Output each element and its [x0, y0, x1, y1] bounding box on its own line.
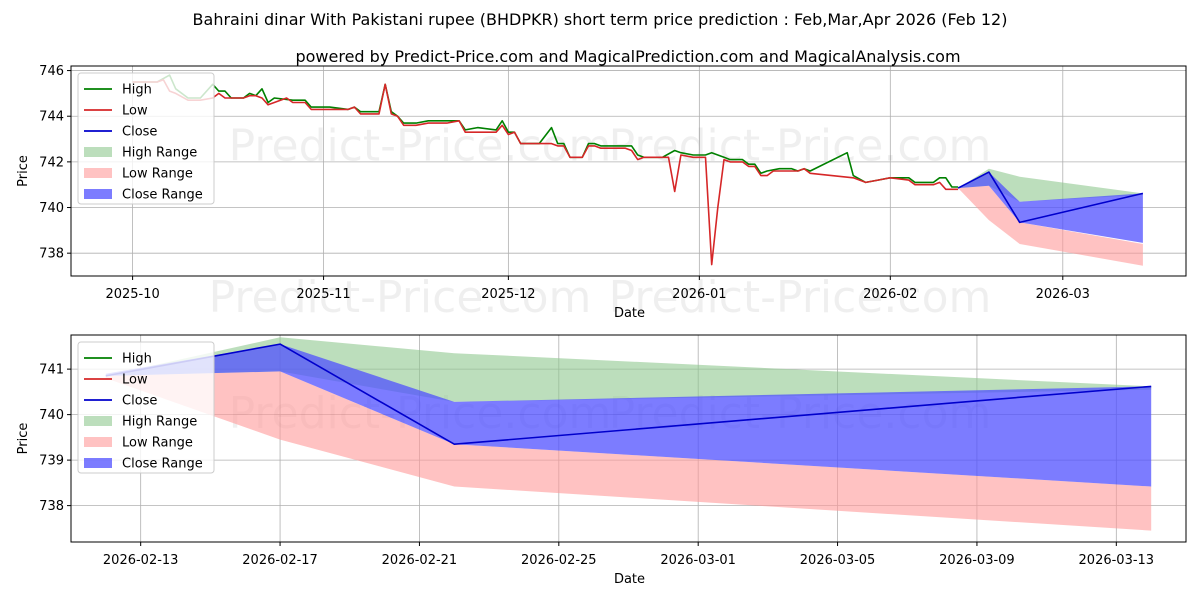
x-tick-label: 2026-02-25: [521, 553, 597, 568]
legend-label: Low Range: [122, 167, 193, 182]
x-tick-label: 2026-02: [863, 287, 917, 302]
top-low-range-band: [958, 185, 1143, 266]
y-tick-label: 740: [39, 201, 64, 216]
x-axis-label: Date: [614, 306, 645, 321]
bottom-legend: High Low Close High Range Low Range Close Ran…: [77, 341, 215, 474]
y-tick-label: 740: [39, 408, 64, 423]
x-tick-label: 2025-12: [481, 287, 535, 302]
legend-label: High: [122, 352, 152, 367]
legend-high-range-swatch: [84, 416, 112, 426]
chart-subtitle: powered by Predict-Price.com and Magical…: [295, 47, 960, 66]
top-chart-panel: Predict-Price.comPredict-Price.comPredic…: [16, 64, 1187, 323]
legend-high-range-swatch: [84, 147, 112, 157]
watermark-text: Predict-Price.com: [209, 272, 592, 323]
legend-label: Close: [122, 125, 157, 140]
legend-low-range-swatch: [84, 437, 112, 447]
top-low-line: [132, 78, 959, 266]
top-plot-area: [71, 66, 1186, 276]
x-tick-label: 2026-03: [1036, 287, 1090, 302]
legend-close-range-swatch: [84, 458, 112, 468]
legend-label: Low: [122, 373, 148, 388]
bottom-chart-panel: Predict-Price.comPredict-Price.com738739…: [16, 334, 1187, 587]
legend-label: Close Range: [122, 457, 203, 472]
x-tick-label: 2026-02-21: [382, 553, 458, 568]
legend-label: Low Range: [122, 436, 193, 451]
legend-close-range-swatch: [84, 189, 112, 199]
x-tick-label: 2026-03-05: [800, 553, 876, 568]
legend-label: Close Range: [122, 188, 203, 203]
y-tick-label: 739: [39, 454, 64, 469]
watermark-text: Predict-Price.com: [609, 121, 992, 172]
x-tick-label: 2025-11: [296, 287, 350, 302]
x-tick-label: 2026-01: [672, 287, 726, 302]
top-close-range-band: [958, 172, 1143, 243]
legend-label: Low: [122, 104, 148, 119]
watermark-text: Predict-Price.com: [229, 121, 612, 172]
y-tick-label: 738: [39, 499, 64, 514]
x-tick-label: 2026-03-09: [939, 553, 1015, 568]
legend-label: High: [122, 83, 152, 98]
y-tick-label: 742: [39, 155, 64, 170]
legend-label: High Range: [122, 415, 197, 430]
chart-title: Bahraini dinar With Pakistani rupee (BHD…: [193, 10, 1008, 29]
bottom-axes-frame: [70, 334, 1187, 543]
top-axes-frame: [70, 65, 1187, 277]
bottom-close-range-band: [105, 344, 1152, 487]
legend-label: Close: [122, 394, 157, 409]
x-tick-label: 2026-02-13: [103, 553, 179, 568]
watermark-text: Predict-Price.com: [609, 272, 992, 323]
y-tick-label: 741: [39, 363, 64, 378]
x-tick-label: 2026-03-13: [1079, 553, 1155, 568]
top-legend: High Low Close High Range Low Range Close Ran…: [77, 72, 215, 205]
bottom-low-range-band: [105, 371, 1152, 531]
x-tick-label: 2026-02-17: [242, 553, 318, 568]
y-tick-label: 746: [39, 64, 64, 79]
y-axis-label: Price: [16, 423, 31, 455]
legend-label: High Range: [122, 146, 197, 161]
x-tick-label: 2025-10: [105, 287, 159, 302]
y-axis-label: Price: [16, 155, 31, 187]
legend-low-range-swatch: [84, 168, 112, 178]
y-tick-label: 744: [39, 110, 64, 125]
top-close-line: [957, 171, 1144, 224]
x-tick-label: 2026-03-01: [660, 553, 736, 568]
x-axis-label: Date: [614, 572, 645, 587]
y-tick-label: 738: [39, 247, 64, 262]
